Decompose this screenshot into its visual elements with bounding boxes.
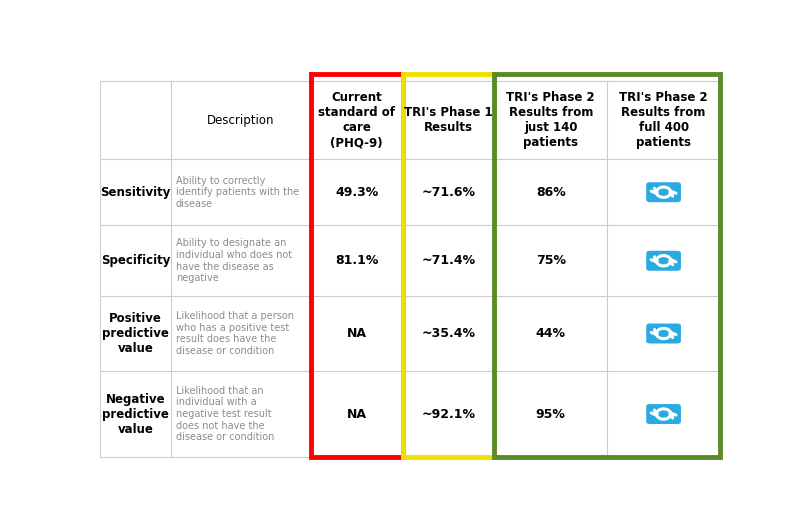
FancyBboxPatch shape (646, 404, 681, 424)
Text: NA: NA (346, 407, 366, 421)
FancyBboxPatch shape (646, 182, 681, 202)
Text: ~71.4%: ~71.4% (422, 254, 475, 267)
Text: ~92.1%: ~92.1% (422, 407, 475, 421)
Text: 95%: 95% (536, 407, 566, 421)
Text: ~71.6%: ~71.6% (422, 186, 475, 198)
Text: 75%: 75% (536, 254, 566, 267)
Text: 86%: 86% (536, 186, 566, 198)
Text: 81.1%: 81.1% (335, 254, 378, 267)
Text: Positive
predictive
value: Positive predictive value (102, 312, 169, 355)
Text: 44%: 44% (536, 327, 566, 340)
Text: Ability to correctly
identify patients with the
disease: Ability to correctly identify patients w… (176, 175, 299, 209)
Text: Likelihood that an
individual with a
negative test result
does not have the
dise: Likelihood that an individual with a neg… (176, 386, 274, 442)
Bar (494, 74, 720, 457)
Text: Negative
predictive
value: Negative predictive value (102, 393, 169, 436)
Text: Ability to designate an
individual who does not
have the disease as
negative: Ability to designate an individual who d… (176, 238, 292, 283)
Text: TRI's Phase 1
Results: TRI's Phase 1 Results (404, 106, 493, 134)
Bar (310, 74, 402, 457)
Text: Likelihood that a person
who has a positive test
result does have the
disease or: Likelihood that a person who has a posit… (176, 311, 294, 356)
Text: Specificity: Specificity (101, 254, 170, 267)
Text: Current
standard of
care
(PHQ-9): Current standard of care (PHQ-9) (318, 91, 395, 149)
FancyBboxPatch shape (646, 251, 681, 271)
Text: 49.3%: 49.3% (335, 186, 378, 198)
Text: TRI's Phase 2
Results from
just 140
patients: TRI's Phase 2 Results from just 140 pati… (506, 91, 595, 149)
Text: NA: NA (346, 327, 366, 340)
Text: Description: Description (207, 113, 275, 127)
Text: ~35.4%: ~35.4% (422, 327, 475, 340)
Text: TRI's Phase 2
Results from
full 400
patients: TRI's Phase 2 Results from full 400 pati… (619, 91, 708, 149)
FancyBboxPatch shape (646, 323, 681, 343)
Text: Sensitivity: Sensitivity (101, 186, 171, 198)
Bar (402, 74, 494, 457)
